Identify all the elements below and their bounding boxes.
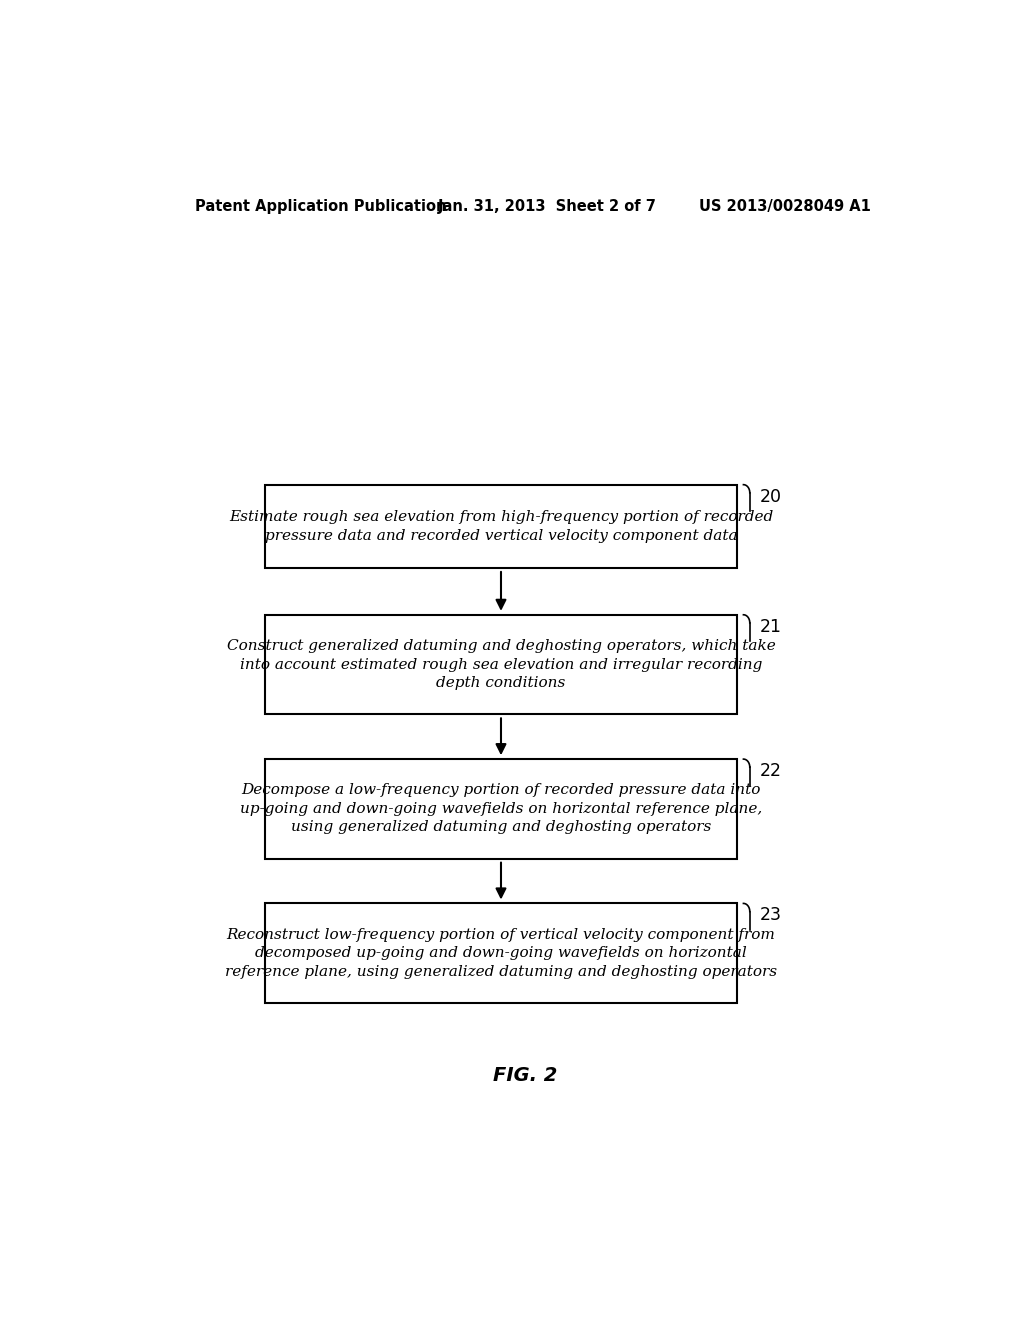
FancyBboxPatch shape	[265, 484, 737, 568]
Text: Reconstruct low-frequency portion of vertical velocity component from
decomposed: Reconstruct low-frequency portion of ver…	[225, 928, 777, 978]
Text: Estimate rough sea elevation from high-frequency portion of recorded
pressure da: Estimate rough sea elevation from high-f…	[229, 510, 773, 543]
Text: FIG. 2: FIG. 2	[493, 1065, 557, 1085]
Text: Decompose a low-frequency portion of recorded pressure data into
up-going and do: Decompose a low-frequency portion of rec…	[240, 784, 762, 834]
FancyBboxPatch shape	[265, 615, 737, 714]
Text: Jan. 31, 2013  Sheet 2 of 7: Jan. 31, 2013 Sheet 2 of 7	[437, 199, 656, 214]
Text: 23: 23	[760, 907, 781, 924]
Text: Construct generalized datuming and deghosting operators, which take
into account: Construct generalized datuming and degho…	[226, 639, 775, 690]
Text: 22: 22	[760, 762, 781, 780]
Text: US 2013/0028049 A1: US 2013/0028049 A1	[699, 199, 871, 214]
FancyBboxPatch shape	[265, 759, 737, 859]
Text: 20: 20	[760, 487, 781, 506]
Text: 21: 21	[760, 618, 781, 636]
Text: Patent Application Publication: Patent Application Publication	[196, 199, 446, 214]
FancyBboxPatch shape	[265, 903, 737, 1003]
